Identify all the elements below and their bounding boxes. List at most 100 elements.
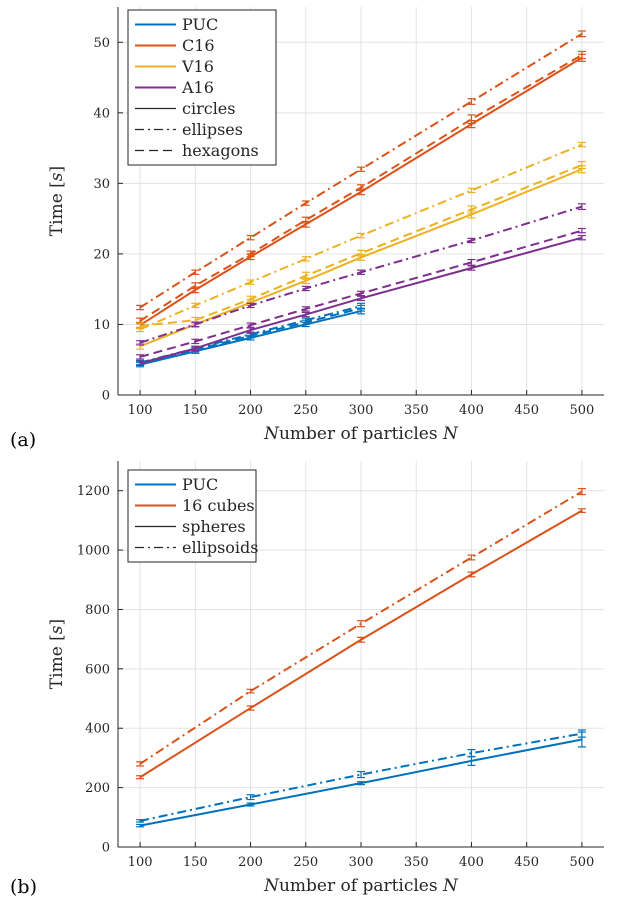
- panel-label: (b): [10, 876, 37, 898]
- error-bar: [136, 819, 145, 823]
- error-bar: [467, 258, 476, 266]
- y-axis-label: Time [s]: [47, 166, 67, 236]
- x-tick-label: 100: [128, 403, 153, 418]
- error-bar: [136, 761, 145, 767]
- x-tick-label: 200: [238, 403, 263, 418]
- error-bar: [191, 302, 200, 309]
- error-bar: [467, 265, 476, 271]
- error-bar: [246, 322, 255, 328]
- x-tick-label: 250: [293, 403, 318, 418]
- error-bar: [246, 794, 255, 801]
- y-tick-label: 50: [93, 36, 110, 51]
- error-bar: [467, 205, 476, 214]
- legend: PUC 16 cubes spheres ellipsoids: [127, 469, 258, 563]
- error-bar: [246, 302, 255, 309]
- x-tick-label: 450: [514, 855, 539, 870]
- error-bar: [357, 166, 365, 172]
- error-bar: [246, 279, 255, 285]
- series-a16-circles: [136, 234, 586, 366]
- series-v16-hexagons: [136, 160, 586, 330]
- x-tick-label: 500: [569, 403, 594, 418]
- error-bar: [301, 200, 310, 206]
- error-bar: [357, 295, 365, 302]
- error-bar: [246, 802, 255, 807]
- error-bar: [357, 304, 365, 312]
- y-tick-label: 800: [85, 603, 110, 618]
- error-bar: [136, 322, 145, 330]
- error-bar: [577, 30, 586, 38]
- error-bar: [467, 98, 476, 105]
- error-bar: [246, 234, 255, 241]
- y-tick-label: 600: [85, 662, 110, 677]
- error-bar: [577, 508, 586, 513]
- x-tick-label: 250: [293, 855, 318, 870]
- legend-entry-label: A16: [181, 78, 214, 97]
- error-bar: [357, 770, 365, 779]
- series-c16-ellipses: [136, 30, 586, 311]
- error-bar: [301, 216, 310, 224]
- legend-entry-label: 16 cubes: [182, 496, 255, 515]
- error-bar: [357, 290, 365, 297]
- error-bar: [577, 729, 586, 738]
- y-tick-label: 200: [85, 781, 110, 796]
- error-bar: [136, 775, 145, 780]
- error-bar: [191, 269, 200, 275]
- error-bar: [577, 160, 586, 170]
- series-16-cubes-ellipsoids: [136, 488, 586, 767]
- x-tick-label: 100: [128, 855, 153, 870]
- y-tick-label: 0: [102, 389, 110, 404]
- error-bar: [246, 688, 255, 694]
- error-bar: [357, 232, 365, 239]
- error-bar: [357, 269, 365, 275]
- legend-entry-label: C16: [182, 36, 215, 55]
- x-tick-label: 300: [349, 855, 374, 870]
- series-16-cubes-spheres: [136, 508, 586, 780]
- legend: PUC C16 V16 A16 circles ellipses hexagons: [127, 9, 277, 166]
- panel-a-chart: 100 150 200 250 300 350 400 450 500 0 10 20 30 40 50 Nu…: [10, 7, 604, 451]
- y-axis-label: Time [s]: [47, 619, 67, 689]
- y-tick-label: 10: [93, 318, 110, 333]
- error-bar: [577, 141, 586, 148]
- error-bar: [301, 311, 310, 318]
- error-bar: [357, 620, 365, 628]
- error-bar: [191, 338, 200, 345]
- error-bar: [136, 823, 145, 828]
- grid: [118, 7, 604, 396]
- x-tick-label: 500: [569, 855, 594, 870]
- error-bar: [301, 285, 310, 292]
- error-bar: [191, 321, 200, 328]
- series-a16-hexagons: [136, 227, 586, 360]
- y-tick-label: 1200: [77, 484, 110, 499]
- error-bar: [301, 256, 310, 262]
- x-tick-label: 350: [404, 403, 429, 418]
- x-axis-label: Number of particles N: [263, 424, 459, 444]
- series-a16-ellipses: [136, 203, 586, 346]
- error-bar: [136, 340, 145, 346]
- error-bar: [467, 554, 476, 561]
- y-tick-label: 400: [85, 722, 110, 737]
- legend-entry-label: PUC: [182, 475, 218, 494]
- panel-b-chart: 100 150 200 250 300 350 400 450 500 0 200 400 600 800…: [10, 461, 604, 898]
- x-tick-label: 400: [459, 403, 484, 418]
- legend-entry-label: hexagons: [182, 141, 259, 160]
- y-tick-label: 0: [102, 841, 110, 856]
- error-bar: [191, 282, 200, 290]
- error-bar: [577, 203, 586, 211]
- legend-entry-label: PUC: [182, 15, 218, 34]
- error-bar: [467, 237, 476, 244]
- error-bar: [467, 187, 476, 194]
- error-bar: [301, 306, 310, 312]
- x-axis-label: Number of particles N: [263, 876, 459, 896]
- panel-label: (a): [10, 429, 36, 451]
- error-bar: [301, 319, 310, 326]
- error-bar: [246, 333, 255, 339]
- y-tick-label: 1000: [77, 544, 110, 559]
- error-bar: [577, 234, 586, 241]
- error-bar: [136, 304, 145, 311]
- error-bar: [191, 345, 200, 352]
- x-tick-label: 450: [514, 403, 539, 418]
- error-bar: [357, 781, 365, 786]
- series-v16-ellipses: [136, 141, 586, 333]
- error-bar: [136, 354, 145, 360]
